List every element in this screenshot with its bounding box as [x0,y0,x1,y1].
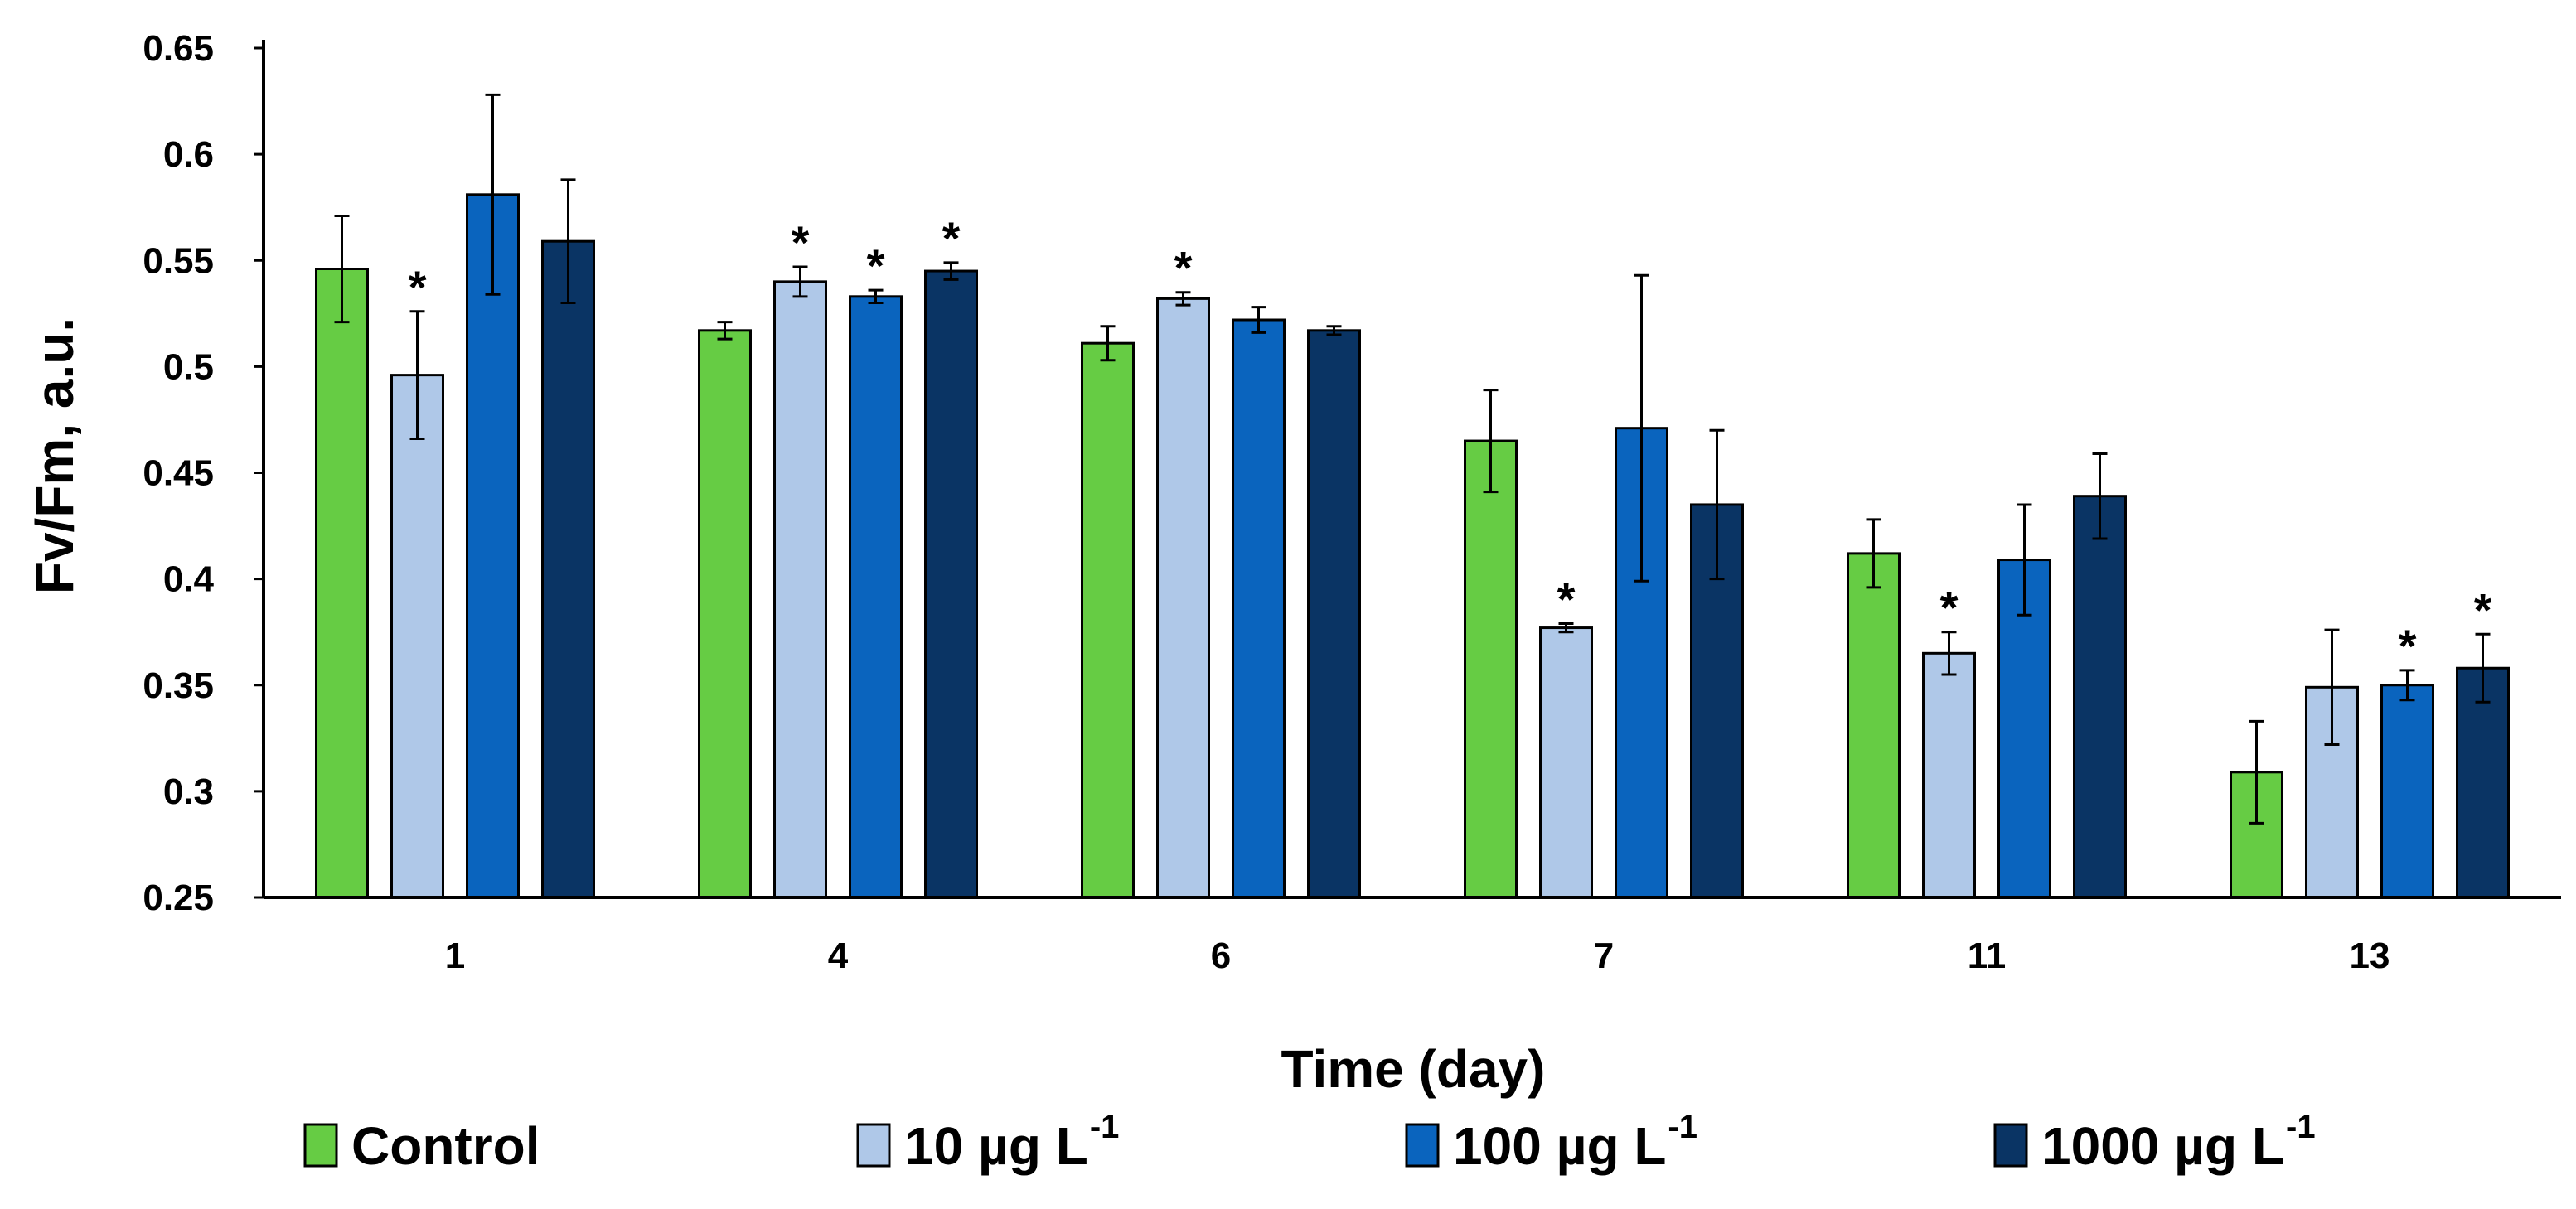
bar [315,268,369,899]
significance-star: * [1174,242,1193,294]
significance-star: * [1940,582,1959,634]
bar [541,239,595,899]
x-tick-label: 1 [445,936,465,976]
x-tick-label: 4 [828,936,849,976]
significance-star: * [942,212,961,264]
legend-label: Control [351,1116,540,1176]
significance-star: * [867,239,885,292]
y-tick-label: 0.55 [143,240,214,281]
bar [773,280,827,899]
y-tick-label: 0.5 [163,346,214,387]
legend-label: 10 µg L [904,1116,1088,1176]
bar [390,374,444,899]
legend-label: 100 µg L [1453,1116,1666,1176]
bar [1464,439,1518,899]
legend-swatch [1405,1123,1440,1168]
legend-label-superscript: -1 [2286,1109,2316,1145]
legend-label-superscript: -1 [1090,1109,1120,1145]
x-tick-label: 6 [1211,936,1231,976]
legend-swatch [1993,1123,2028,1168]
bar [698,329,752,899]
legend-swatch [303,1123,338,1168]
x-tick-label: 13 [2350,936,2390,976]
legend: Control 10 µg L -1 100 µg L -1 1000 µg L -1 [303,1109,2316,1176]
bar [1232,318,1286,899]
bar [2456,666,2510,899]
x-tick-label: 11 [1968,936,2007,976]
significance-star: * [2474,583,2492,636]
significance-star: * [1557,573,1576,625]
y-tick-label: 0.4 [163,559,215,600]
significance-star: * [2399,620,2417,672]
y-axis-title: Fv/Fm, a.u. [25,317,85,594]
bar [1081,341,1135,899]
bar [924,269,978,899]
y-tick-label: 0.45 [143,453,214,494]
significance-star: * [792,216,810,268]
x-tick-label: 7 [1594,936,1614,976]
y-tick-label: 0.3 [163,771,214,812]
legend-swatch [856,1123,891,1168]
bar [1847,552,1901,899]
bar [1156,297,1210,899]
bar [2073,495,2127,899]
significance-star: * [409,261,427,313]
plot-area: 0.25 0.3 0.35 0.4 0.45 0.5 0.55 0.6 0.65 1 * 4 * * * 6 *… [143,28,2561,976]
y-tick-label: 0.25 [143,878,214,918]
legend-label: 1000 µg L [2041,1116,2284,1176]
bar [466,193,520,899]
y-tick-label: 0.6 [163,134,214,175]
bar [1539,626,1593,899]
bar [2380,684,2434,899]
legend-label-superscript: -1 [1668,1109,1697,1145]
y-tick-label: 0.35 [143,665,214,706]
bar [1307,329,1361,899]
bar [1922,651,1976,899]
y-tick-label: 0.65 [143,28,214,69]
bar [849,295,903,899]
x-axis-title: Time (day) [1281,1039,1546,1099]
